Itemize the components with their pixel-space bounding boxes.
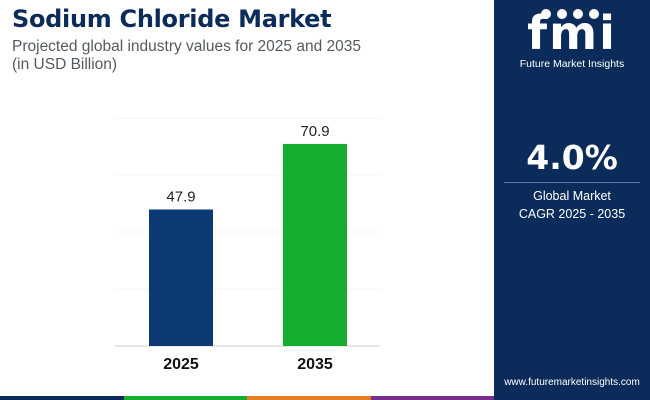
bar-2025: [149, 209, 213, 346]
value-label-2035: 70.9: [300, 123, 329, 140]
subtitle-line-1: Projected global industry values for 202…: [12, 38, 361, 55]
fmi-logo: fmi Future Market Insights: [494, 6, 650, 76]
chart-bars: [149, 143, 347, 346]
cagr-divider: [504, 182, 640, 183]
sidebar-panel: fmi Future Market Insights 4.0% Global M…: [494, 0, 650, 400]
cagr-label-line-2: CAGR 2025 - 2035: [518, 207, 626, 221]
logo-tagline: Future Market Insights: [519, 58, 625, 70]
category-label-2025: 2025: [163, 356, 199, 373]
bar-2035: [283, 143, 347, 346]
footer-stripe: [0, 396, 494, 400]
chart-value-labels: 47.9 70.9: [166, 123, 329, 206]
logo-wordmark: fmi: [527, 6, 617, 60]
value-label-2025: 47.9: [166, 188, 195, 205]
stripe-segment-1: [0, 396, 124, 400]
chart-subtitle: Projected global industry values for 202…: [12, 38, 452, 74]
category-label-2035: 2035: [297, 356, 333, 373]
stripe-segment-4: [370, 396, 494, 400]
stripe-segment-3: [247, 396, 371, 400]
logo-decoration-icon: [541, 9, 599, 19]
cagr-label: Global Market CAGR 2025 - 2035: [494, 187, 650, 223]
stripe-segment-2: [123, 396, 247, 400]
subtitle-line-2: (in USD Billion): [12, 56, 118, 73]
chart-category-labels: 2025 2035: [163, 356, 333, 373]
chart-title: Sodium Chloride Market: [12, 5, 332, 33]
cagr-value: 4.0%: [526, 138, 618, 177]
website-link[interactable]: www.futuremarketinsights.com: [504, 377, 640, 388]
cagr-label-line-1: Global Market: [533, 189, 611, 203]
bar-chart: 47.9 70.9 2025 2035: [115, 117, 380, 373]
